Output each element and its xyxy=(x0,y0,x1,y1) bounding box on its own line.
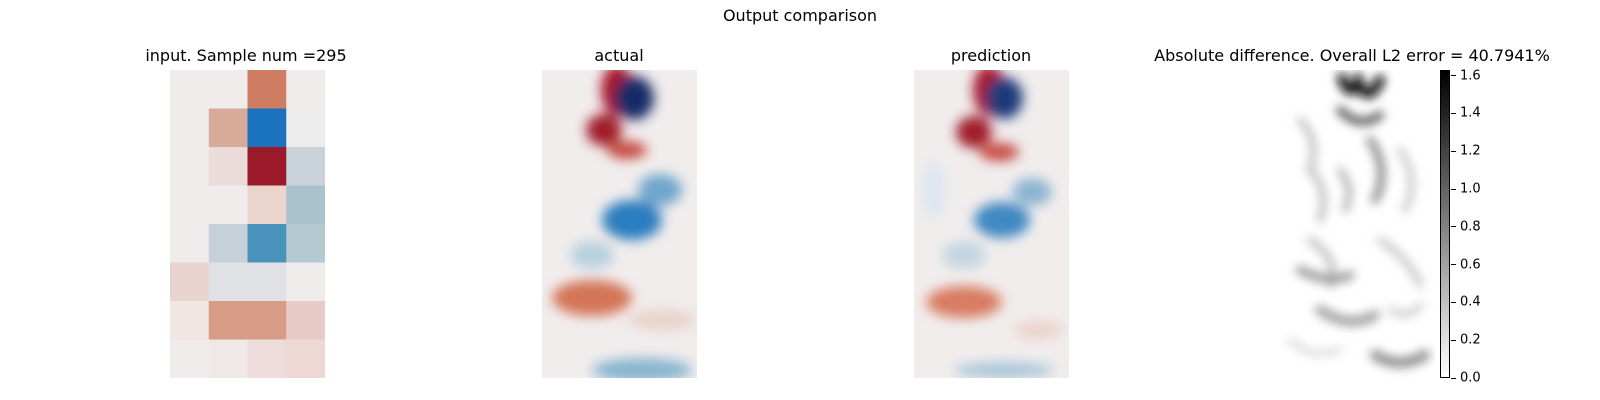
input-cell xyxy=(208,147,248,186)
input-cell xyxy=(208,70,248,109)
input-cell xyxy=(170,224,210,263)
input-cell xyxy=(286,339,325,378)
input-cell xyxy=(208,262,248,302)
input-cell xyxy=(170,147,210,186)
input-cell xyxy=(208,108,248,148)
figure-title: Output comparison xyxy=(722,6,878,25)
input-cell xyxy=(170,185,210,225)
difference-heatmap-svg xyxy=(1280,70,1435,378)
input-cell xyxy=(208,224,248,263)
input-cell xyxy=(286,147,325,186)
input-cell xyxy=(286,185,325,225)
colorbar-tick xyxy=(1451,75,1456,77)
input-cell xyxy=(286,224,325,263)
colorbar-tick-label: 0.4 xyxy=(1460,294,1481,310)
input-cell xyxy=(247,108,287,148)
colorbar-tick-label: 1.6 xyxy=(1460,68,1481,84)
difference-heatmap xyxy=(1280,70,1435,378)
colorbar-tick xyxy=(1451,188,1456,190)
panel-title-difference: Absolute difference. Overall L2 error = … xyxy=(1154,46,1550,65)
input-cell xyxy=(286,108,325,148)
input-cell xyxy=(247,301,287,340)
colorbar-tick xyxy=(1451,377,1456,379)
prediction-heatmap xyxy=(914,70,1069,378)
actual-heatmap xyxy=(542,70,697,378)
input-cell xyxy=(247,224,287,263)
colorbar-tick xyxy=(1451,339,1456,341)
colorbar-tick-label: 0.2 xyxy=(1460,332,1481,348)
input-cell xyxy=(286,262,325,302)
colorbar-tick-label: 0.8 xyxy=(1460,219,1481,235)
colorbar-tick xyxy=(1451,226,1456,228)
input-cell xyxy=(286,301,325,340)
colorbar xyxy=(1440,70,1450,378)
input-heatmap xyxy=(170,70,325,378)
colorbar-tick xyxy=(1451,264,1456,266)
colorbar-tick-label: 0.0 xyxy=(1460,370,1481,386)
input-cell xyxy=(247,262,287,302)
input-cell xyxy=(170,301,210,340)
colorbar-tick xyxy=(1451,112,1456,114)
colorbar-tick-label: 1.0 xyxy=(1460,181,1481,197)
colorbar-tick-label: 0.6 xyxy=(1460,257,1481,273)
input-cell xyxy=(170,262,210,302)
colorbar-tick xyxy=(1451,150,1456,152)
colorbar-tick xyxy=(1451,301,1456,303)
input-cell xyxy=(247,185,287,225)
actual-heatmap-svg xyxy=(542,70,697,378)
input-cell xyxy=(170,108,210,148)
panel-title-prediction: prediction xyxy=(950,46,1032,65)
input-cell xyxy=(208,301,248,340)
input-cell xyxy=(170,70,210,109)
input-cell xyxy=(247,339,287,378)
panel-title-actual: actual xyxy=(594,46,644,65)
input-cell xyxy=(170,339,210,378)
panel-title-input: input. Sample num =295 xyxy=(145,46,347,65)
input-cell xyxy=(208,339,248,378)
input-heatmap-svg xyxy=(170,70,325,378)
input-cell xyxy=(247,70,287,109)
colorbar-tick-label: 1.4 xyxy=(1460,105,1481,121)
input-cell xyxy=(286,70,325,109)
input-cell xyxy=(247,147,287,186)
colorbar-tick-label: 1.2 xyxy=(1460,143,1481,159)
input-cell xyxy=(208,185,248,225)
prediction-heatmap-svg xyxy=(914,70,1069,378)
